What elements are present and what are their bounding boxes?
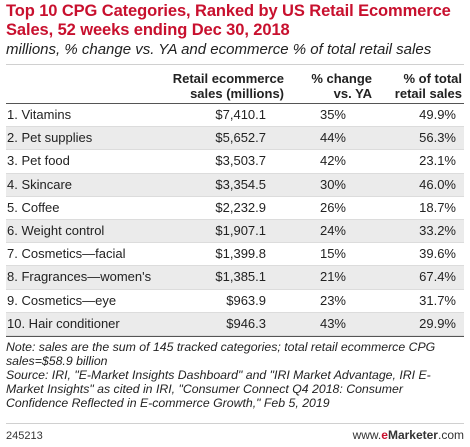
table-row: 10. Hair conditioner $946.3 43% 29.9% [6,312,464,336]
row-category: 2. Pet supplies [7,130,93,146]
row-change-value: 44% [319,130,346,146]
header-sales: Retail ecommerce sales (millions) [134,71,284,101]
brand-name: Marketer [387,428,438,442]
row-pct-value: 18.7% [419,199,456,215]
row-category: 8. Fragrances—women's [7,269,152,285]
row-sales-value: $946.3 [226,315,266,331]
row-change-value: 30% [319,176,346,192]
row-category: 1. Vitamins [7,107,72,122]
source-text: Source: IRI, "E-Market Insights Dashboar… [6,367,431,410]
brand-prefix: www. [352,428,382,442]
table-row: 1. Vitamins $7,410.1 35% 49.9% [6,104,464,128]
row-sales-value: $2,232.9 [215,199,266,215]
row-sales-value: $3,354.5 [215,176,266,192]
table-header: Retail ecommerce sales (millions) % chan… [6,64,464,103]
header-sales-line1: Retail ecommerce [172,71,284,86]
row-pct-value: 31.7% [419,292,456,308]
chart-title: Top 10 CPG Categories, Ranked by US Reta… [6,2,451,39]
table-row: 5. Coffee $2,232.9 26% 18.7% [6,197,464,220]
table-row: 6. Weight control $1,907.1 24% 33.2% [6,219,464,244]
row-category: 4. Skincare [7,176,73,192]
row-pct-value: 23.1% [419,153,456,169]
header-pct-line1: % of total [403,71,463,86]
row-sales-value: $1,907.1 [215,222,266,238]
footer: 245213 www.eMarketer.com [6,423,464,446]
body-rule [6,335,464,337]
brand-e: e [381,428,388,442]
note-text: Note: sales are the sum of 145 tracked c… [6,339,436,368]
row-pct-value: 49.9% [419,107,456,122]
chart-id: 245213 [6,430,43,442]
row-pct-value: 33.2% [419,222,456,238]
chart-subtitle: millions, % change vs. YA and ecommerce … [6,41,432,58]
row-change-value: 21% [319,269,346,285]
table-row: 4. Skincare $3,354.5 30% 46.0% [6,173,464,197]
row-change-value: 35% [319,107,346,122]
table-row: 7. Cosmetics—facial $1,399.8 15% 39.6% [6,243,464,267]
row-change-value: 26% [319,199,346,215]
row-pct-value: 67.4% [419,269,456,285]
row-category: 9. Cosmetics—eye [7,292,117,308]
header-pct-line2: retail sales [394,86,462,101]
row-sales-value: $963.9 [226,292,266,308]
row-pct-value: 56.3% [419,130,456,146]
row-pct-value: 29.9% [419,315,456,331]
row-category: 6. Weight control [7,222,105,238]
row-sales-value: $1,385.1 [215,269,266,285]
table-row: 8. Fragrances—women's $1,385.1 21% 67.4% [6,266,464,290]
header-change-line2: vs. YA [333,86,372,101]
header-change-line1: % change [311,71,372,86]
row-change-value: 42% [319,153,346,169]
header-change: % change vs. YA [292,71,372,101]
row-sales-value: $1,399.8 [215,246,266,262]
row-sales-value: $3,503.7 [215,153,266,169]
row-change-value: 24% [319,222,346,238]
row-change-value: 43% [319,315,346,331]
row-category: 3. Pet food [7,153,70,169]
row-change-value: 15% [319,246,346,262]
row-category: 7. Cosmetics—facial [7,246,126,262]
row-category: 10. Hair conditioner [7,315,120,331]
row-pct-value: 39.6% [419,246,456,262]
row-sales-value: $5,652.7 [215,130,266,146]
chart-container: Top 10 CPG Categories, Ranked by US Reta… [6,2,464,410]
header-rule [6,103,464,104]
table-row: 2. Pet supplies $5,652.7 44% 56.3% [6,127,464,151]
table-body: 1. Vitamins $7,410.1 35% 49.9% 2. Pet suppli… [6,104,464,336]
row-change-value: 23% [319,292,346,308]
table-row: 9. Cosmetics—eye $963.9 23% 31.7% [6,290,464,313]
brand-suffix: .com [437,428,464,442]
brand-logo: www.eMarketer.com [353,428,464,442]
row-pct-value: 46.0% [419,176,456,192]
header-pct: % of total retail sales [372,71,462,101]
header-sales-line2: sales (millions) [190,86,284,101]
row-sales-value: $7,410.1 [215,107,266,122]
row-category: 5. Coffee [7,199,60,215]
table-row: 3. Pet food $3,503.7 42% 23.1% [6,150,464,174]
notes-block: Note: sales are the sum of 145 tracked c… [6,340,464,410]
